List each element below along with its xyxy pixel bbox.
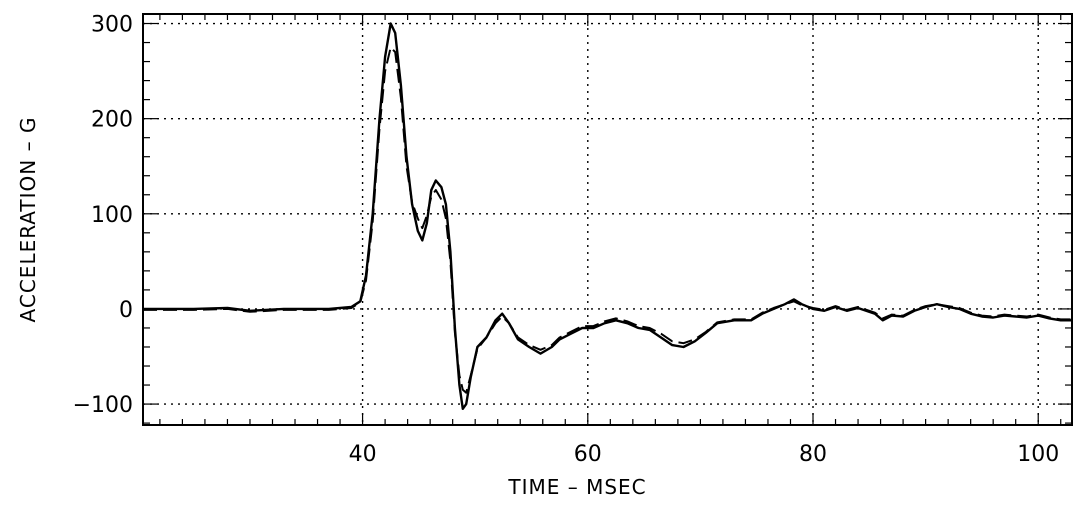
x-tick-label: 80 [799,442,827,467]
plot-frame [142,13,1073,426]
tick-labels: 40 60 80 100 −100 0 100 200 300 [73,13,1060,467]
y-tick-label: 100 [91,203,133,228]
y-tick-label: −100 [73,393,133,418]
x-tick-label: 60 [574,442,602,467]
x-tick-label: 100 [1017,442,1059,467]
series-line-dashed [143,46,1072,394]
minor-ticks [143,14,1072,425]
series-lines [143,22,1072,410]
grid-lines [143,14,1072,425]
y-tick-label: 300 [91,13,133,38]
y-tick-label: 200 [91,108,133,133]
x-tick-label: 40 [349,442,377,467]
y-axis-title: ACCELERATION – G [16,117,40,323]
y-tick-label: 0 [119,298,133,323]
x-axis-title: TIME – MSEC [507,475,646,499]
series-line-solid [143,22,1072,410]
